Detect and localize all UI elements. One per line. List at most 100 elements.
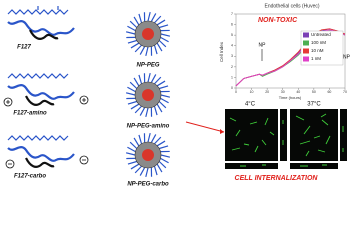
caption: CELL INTERNALIZATION bbox=[235, 175, 319, 182]
peg-chain bbox=[134, 44, 142, 53]
peg-chain bbox=[158, 101, 167, 109]
peg-chain bbox=[147, 11, 151, 22]
peg-chain bbox=[130, 103, 140, 110]
annotation: NP bbox=[259, 42, 267, 48]
x-tick-label: 20 bbox=[265, 90, 269, 94]
peg-chain bbox=[139, 46, 146, 55]
peg-chain bbox=[156, 19, 166, 26]
peg-chain bbox=[138, 134, 143, 144]
y-tick-label: 6 bbox=[231, 22, 233, 26]
peg-chain bbox=[156, 80, 166, 87]
x-tick-label: 60 bbox=[327, 90, 331, 94]
peg-chain bbox=[156, 163, 163, 173]
peg-chain bbox=[139, 107, 146, 116]
peg-chain bbox=[156, 42, 163, 52]
x-tick-label: 50 bbox=[312, 90, 316, 94]
peg-chain bbox=[147, 132, 151, 143]
peg-chain bbox=[127, 86, 136, 93]
peg-chain bbox=[158, 40, 167, 48]
peg-chain bbox=[145, 46, 149, 57]
peg-chain bbox=[160, 33, 171, 37]
x-tick-label: 30 bbox=[281, 90, 285, 94]
peg-chain bbox=[138, 13, 143, 23]
peg-chain bbox=[160, 94, 171, 98]
peg-chain bbox=[160, 154, 171, 158]
polymer-label: F127-carbo bbox=[14, 174, 46, 180]
legend-label: 10 nM bbox=[311, 48, 324, 53]
legend-swatch bbox=[303, 40, 309, 46]
peg-chain bbox=[159, 145, 169, 150]
peg-chain bbox=[154, 15, 162, 24]
legend-label: 100 nM bbox=[311, 40, 326, 45]
polymer-f127-carbo bbox=[5, 135, 89, 169]
peg-chain bbox=[127, 100, 137, 105]
peg-chain bbox=[156, 140, 166, 147]
peg-chain bbox=[154, 136, 162, 145]
np-label: NP-PEG-amino bbox=[127, 124, 170, 130]
y-tick-label: 4 bbox=[231, 44, 233, 48]
y-tick-label: 0 bbox=[231, 86, 233, 90]
peg-chain bbox=[150, 13, 157, 22]
peg-chain bbox=[127, 25, 136, 32]
peg-chain bbox=[147, 72, 151, 83]
panel-label: 37°C bbox=[307, 102, 321, 108]
x-tick-label: 0 bbox=[235, 90, 237, 94]
peg-chain bbox=[159, 85, 169, 90]
peg-chain bbox=[133, 16, 140, 26]
x-tick-label: 40 bbox=[296, 90, 300, 94]
polymer-label: F127 bbox=[17, 45, 31, 51]
np-core bbox=[142, 28, 154, 40]
micrographs bbox=[185, 109, 347, 169]
np-label: NP-PEG bbox=[136, 63, 159, 69]
polymer-f127 bbox=[7, 6, 75, 40]
legend-label: Untreated bbox=[311, 32, 331, 37]
peg-chain bbox=[127, 160, 137, 165]
peg-chain bbox=[159, 24, 169, 29]
peg-chain bbox=[130, 42, 140, 49]
peg-chain bbox=[160, 157, 169, 164]
peg-chain bbox=[125, 31, 136, 35]
peg-chain bbox=[153, 166, 158, 176]
y-tick-label: 2 bbox=[231, 65, 233, 69]
y-tick-label: 5 bbox=[231, 33, 233, 37]
peg-chain bbox=[154, 76, 162, 85]
peg-chain bbox=[130, 163, 140, 170]
x-tick-label: 10 bbox=[250, 90, 254, 94]
annotation: NP bbox=[343, 54, 351, 60]
peg-chain bbox=[134, 165, 142, 174]
polymer-f127-amino bbox=[3, 73, 89, 107]
annotation: NON-TOXIC bbox=[258, 17, 298, 24]
peg-chain bbox=[133, 77, 140, 87]
np-core bbox=[142, 89, 154, 101]
legend-swatch bbox=[303, 32, 309, 38]
peg-chain bbox=[134, 105, 142, 114]
y-tick-label: 3 bbox=[231, 54, 233, 58]
legend-label: 1 nM bbox=[311, 56, 321, 61]
peg-chain bbox=[125, 92, 136, 96]
peg-chain bbox=[145, 167, 149, 178]
peg-chain bbox=[150, 74, 157, 83]
peg-chain bbox=[160, 36, 169, 43]
peg-chain bbox=[156, 103, 163, 113]
y-tick-label: 7 bbox=[231, 12, 233, 16]
np-core bbox=[142, 149, 154, 161]
peg-chain bbox=[160, 97, 169, 104]
peg-chain bbox=[129, 81, 138, 89]
peg-chain bbox=[133, 137, 140, 147]
peg-chain bbox=[129, 20, 138, 28]
x-axis-label: Time (hours) bbox=[279, 95, 302, 100]
peg-chain bbox=[158, 161, 167, 169]
polymer-label: F127-amino bbox=[13, 111, 47, 117]
arrow bbox=[185, 121, 225, 133]
np-label: NP-PEG-carbo bbox=[127, 182, 169, 188]
panel-label: 4°C bbox=[245, 102, 256, 108]
chart-title: Endothelial cells (Huvec) bbox=[264, 3, 319, 9]
x-tick-label: 70 bbox=[343, 90, 347, 94]
peg-chain bbox=[153, 106, 158, 116]
peg-chain bbox=[153, 45, 158, 55]
legend-swatch bbox=[303, 56, 309, 62]
peg-chain bbox=[145, 107, 149, 118]
peg-chain bbox=[150, 134, 157, 143]
figure: F127 F127-amino F127-carbo NP-PEG NP-PEG… bbox=[3, 3, 351, 188]
